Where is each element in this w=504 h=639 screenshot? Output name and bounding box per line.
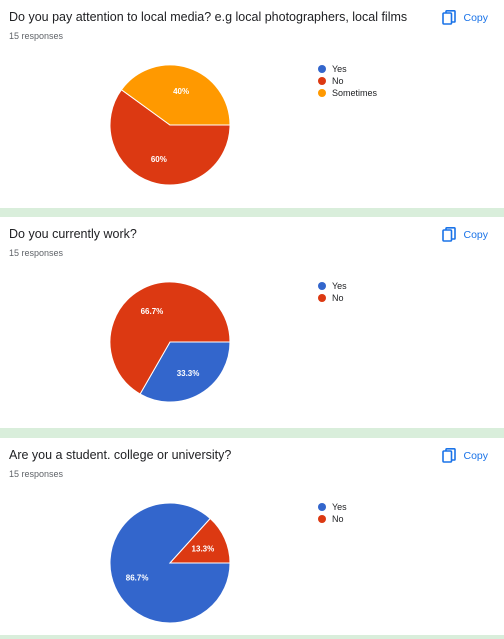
copy-button[interactable]: Copy — [442, 7, 488, 29]
copy-icon — [442, 10, 457, 25]
legend-item-yes: Yes — [318, 501, 347, 513]
pie-label-no: 66.7% — [141, 307, 164, 316]
legend-label: No — [332, 76, 344, 86]
response-count: 15 responses — [9, 469, 64, 479]
question-title: Are you a student. college or university… — [9, 448, 232, 462]
pie-label-sometimes: 40% — [173, 87, 189, 96]
chart-legend: Yes No Sometimes — [318, 63, 377, 99]
pie-slice-no — [109, 89, 231, 186]
legend-swatch — [318, 282, 326, 290]
pie-slice-yes — [139, 341, 231, 403]
legend-item-sometimes: Sometimes — [318, 87, 377, 99]
legend-item-yes: Yes — [318, 280, 347, 292]
question-card-media: Do you pay attention to local media? e.g… — [0, 0, 504, 208]
copy-icon — [442, 448, 457, 463]
pie-label-no: 60% — [151, 155, 167, 164]
copy-icon — [442, 227, 457, 242]
legend-label: No — [332, 514, 344, 524]
legend-label: Yes — [332, 281, 347, 291]
copy-button[interactable]: Copy — [442, 224, 488, 246]
pie-slice-sometimes — [120, 64, 231, 126]
legend-label: Yes — [332, 502, 347, 512]
response-count: 15 responses — [9, 31, 64, 41]
chart-legend: Yes No — [318, 280, 347, 304]
legend-swatch — [318, 294, 326, 302]
question-title: Do you currently work? — [9, 227, 137, 241]
response-count: 15 responses — [9, 248, 64, 258]
question-card-student: Are you a student. college or university… — [0, 438, 504, 635]
pie-chart: 33.3% 66.7% — [109, 281, 231, 403]
legend-item-no: No — [318, 75, 377, 87]
pie-chart: 60% 40% — [109, 64, 231, 186]
question-card-work: Do you currently work? 15 responses Copy… — [0, 217, 504, 428]
legend-swatch — [318, 515, 326, 523]
copy-label: Copy — [463, 450, 488, 462]
legend-swatch — [318, 65, 326, 73]
pie-chart: 86.7% 13.3% — [109, 502, 231, 624]
legend-label: Sometimes — [332, 88, 378, 98]
legend-swatch — [318, 77, 326, 85]
copy-button[interactable]: Copy — [442, 445, 488, 467]
legend-item-yes: Yes — [318, 63, 377, 75]
legend-swatch — [318, 89, 326, 97]
legend-swatch — [318, 503, 326, 511]
legend-label: Yes — [332, 64, 347, 74]
pie-slice-no — [109, 281, 231, 395]
legend-item-no: No — [318, 292, 347, 304]
pie-label-yes: 33.3% — [177, 369, 200, 378]
legend-label: No — [332, 293, 344, 303]
pie-slice-no — [168, 517, 231, 564]
pie-label-no: 13.3% — [192, 544, 215, 553]
pie-slice-yes — [109, 502, 231, 624]
pie-label-yes: 86.7% — [126, 574, 149, 583]
legend-item-no: No — [318, 513, 347, 525]
copy-label: Copy — [463, 12, 488, 24]
question-title: Do you pay attention to local media? e.g… — [9, 10, 408, 24]
copy-label: Copy — [463, 229, 488, 241]
chart-legend: Yes No — [318, 501, 347, 525]
